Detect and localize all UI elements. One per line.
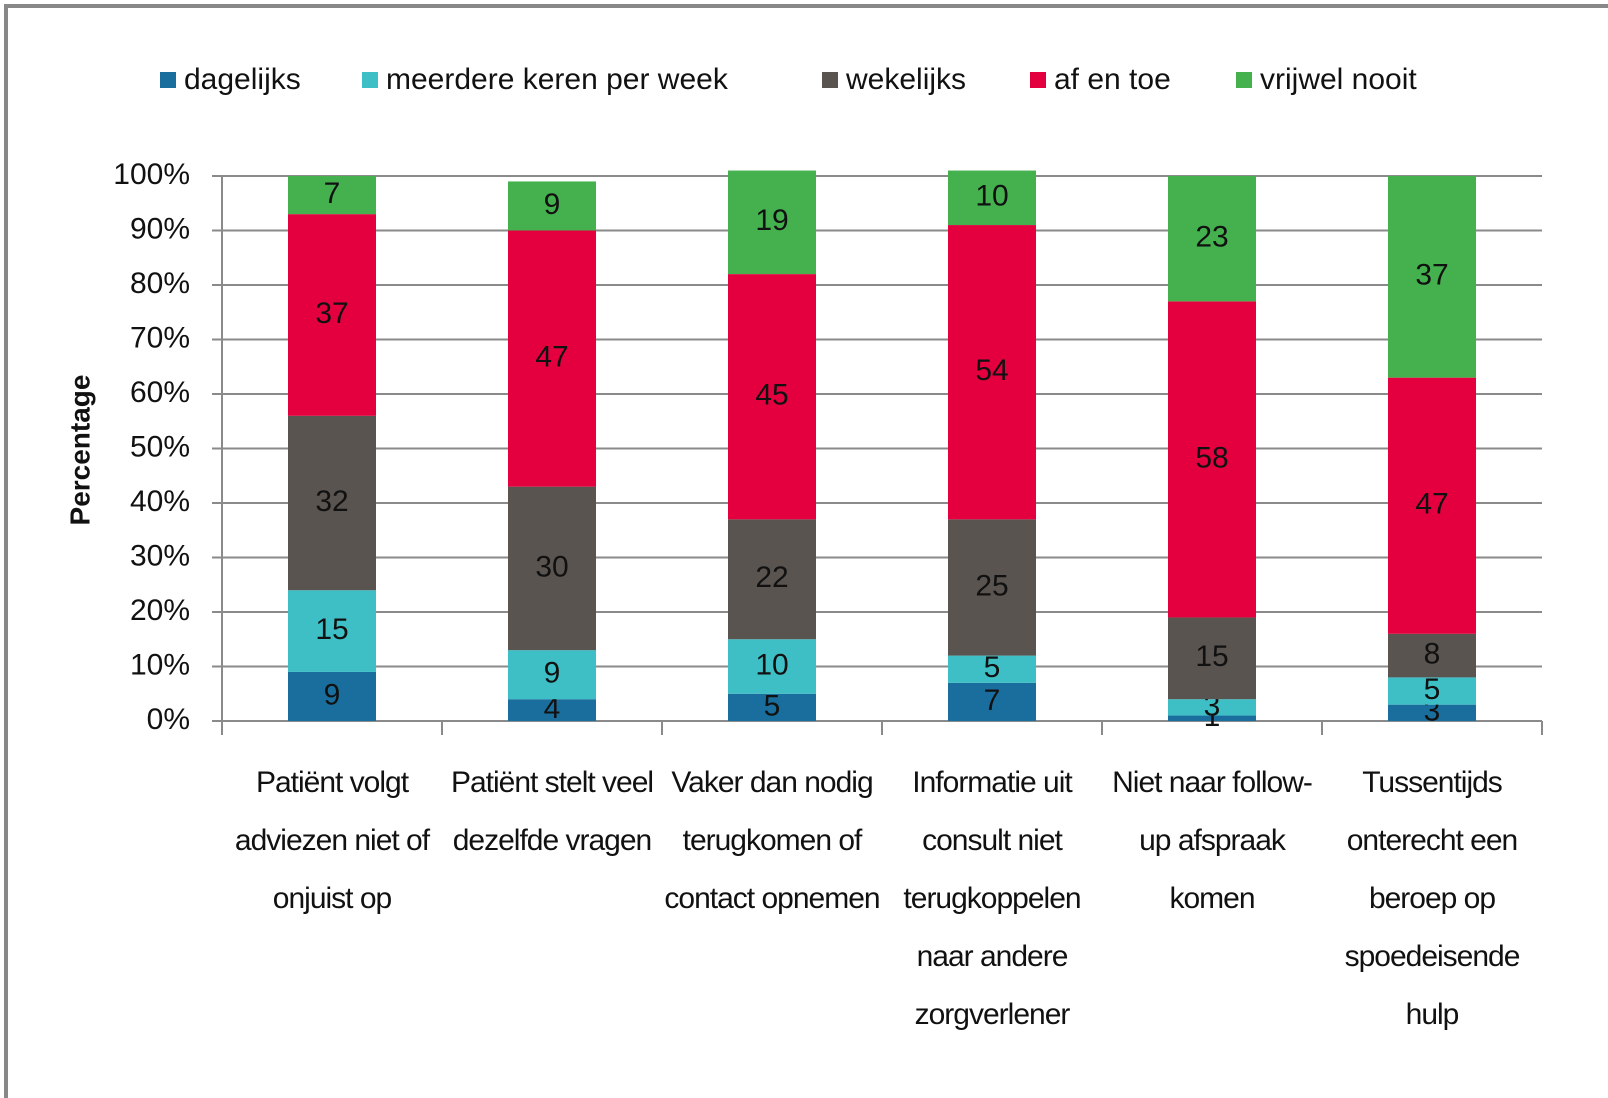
bar-segment bbox=[1388, 704, 1476, 721]
data-label: 58 bbox=[1195, 441, 1228, 474]
x-tick-label: Vaker dan nodig terugkomen of contact op… bbox=[664, 766, 880, 915]
bar-segment bbox=[1388, 633, 1476, 678]
data-label: 23 bbox=[1195, 221, 1228, 254]
data-label: 5 bbox=[1424, 673, 1441, 706]
bar-segment bbox=[288, 590, 376, 672]
data-label: 9 bbox=[544, 188, 561, 221]
data-label: 10 bbox=[755, 648, 788, 681]
data-label: 25 bbox=[975, 569, 1008, 602]
bar-segment bbox=[948, 519, 1036, 656]
legend-label: dagelijks bbox=[184, 63, 301, 96]
bar-segment bbox=[288, 176, 376, 215]
y-tick-label: 10% bbox=[130, 648, 190, 681]
bar-segment bbox=[1168, 301, 1256, 618]
data-label: 47 bbox=[1415, 488, 1448, 521]
y-tick-label: 90% bbox=[130, 212, 190, 245]
x-tick-label: Informatie uit consult niet terugkoppele… bbox=[903, 766, 1081, 1031]
bar-segment bbox=[1388, 377, 1476, 634]
bar-segment bbox=[288, 214, 376, 416]
data-label: 30 bbox=[535, 550, 568, 583]
y-tick-label: 80% bbox=[130, 267, 190, 300]
bar-segment bbox=[948, 655, 1036, 683]
data-label: 15 bbox=[1195, 640, 1228, 673]
data-label: 47 bbox=[535, 340, 568, 373]
bar-segment bbox=[728, 274, 816, 520]
data-label: 19 bbox=[755, 204, 788, 237]
data-label: 5 bbox=[984, 651, 1001, 684]
y-tick-label: 0% bbox=[147, 703, 190, 736]
frame bbox=[4, 4, 1608, 1098]
bar-segment bbox=[288, 415, 376, 591]
bar-segment bbox=[508, 650, 596, 700]
data-label: 9 bbox=[544, 657, 561, 690]
bar-segment bbox=[1168, 617, 1256, 700]
data-label: 45 bbox=[755, 379, 788, 412]
data-label: 9 bbox=[324, 678, 341, 711]
bar-segment bbox=[948, 170, 1036, 226]
bar-segment bbox=[948, 682, 1036, 721]
y-axis-label: Percentage bbox=[64, 375, 95, 526]
data-label: 7 bbox=[984, 684, 1001, 717]
x-tick-label: Niet naar follow-up afspraak komen bbox=[1112, 766, 1313, 915]
data-label: 37 bbox=[1415, 259, 1448, 292]
x-tick-label: Patiënt volgt adviezen niet of onjuist o… bbox=[234, 766, 430, 915]
bar-segment bbox=[1388, 176, 1476, 378]
data-label: 5 bbox=[764, 689, 781, 722]
bar-segment bbox=[948, 225, 1036, 520]
bar-segment bbox=[508, 486, 596, 651]
legend-label: wekelijks bbox=[845, 63, 966, 96]
bar-segment bbox=[728, 519, 816, 640]
data-label: 10 bbox=[975, 180, 1008, 213]
legend-swatch bbox=[362, 72, 378, 88]
bar-segment bbox=[508, 699, 596, 721]
bar-segment bbox=[288, 671, 376, 721]
legend-swatch bbox=[1030, 72, 1046, 88]
y-tick-label: 70% bbox=[130, 321, 190, 354]
data-label: 32 bbox=[315, 485, 348, 518]
bar-segment bbox=[508, 230, 596, 487]
data-label: 37 bbox=[315, 297, 348, 330]
y-tick-label: 40% bbox=[130, 485, 190, 518]
bar-segment bbox=[1388, 677, 1476, 705]
data-label: 54 bbox=[975, 354, 1008, 387]
x-tick-label: Tussentijds onterecht een beroep op spoe… bbox=[1344, 766, 1521, 1031]
data-label: 22 bbox=[755, 561, 788, 594]
data-label: 4 bbox=[544, 692, 561, 725]
data-label: 8 bbox=[1424, 638, 1441, 671]
bar-segment bbox=[728, 639, 816, 694]
bar-segment bbox=[508, 181, 596, 231]
x-tick-label: Patiënt stelt veel dezelfde vragen bbox=[450, 766, 654, 857]
bar-segment bbox=[1168, 699, 1256, 716]
bar-segment bbox=[1168, 176, 1256, 302]
legend-label: af en toe bbox=[1054, 63, 1171, 96]
y-tick-label: 30% bbox=[130, 539, 190, 572]
legend-label: meerdere keren per week bbox=[386, 63, 729, 96]
y-tick-label: 50% bbox=[130, 430, 190, 463]
y-tick-label: 100% bbox=[113, 158, 190, 191]
legend-label: vrijwel nooit bbox=[1260, 63, 1417, 96]
bar-segment bbox=[728, 170, 816, 275]
legend-swatch bbox=[1236, 72, 1252, 88]
data-label: 7 bbox=[324, 177, 341, 210]
y-tick-label: 20% bbox=[130, 594, 190, 627]
y-tick-label: 60% bbox=[130, 376, 190, 409]
bar-segment bbox=[1168, 715, 1256, 721]
data-label: 15 bbox=[315, 613, 348, 646]
legend-swatch bbox=[822, 72, 838, 88]
legend-swatch bbox=[160, 72, 176, 88]
bar-segment bbox=[728, 693, 816, 721]
